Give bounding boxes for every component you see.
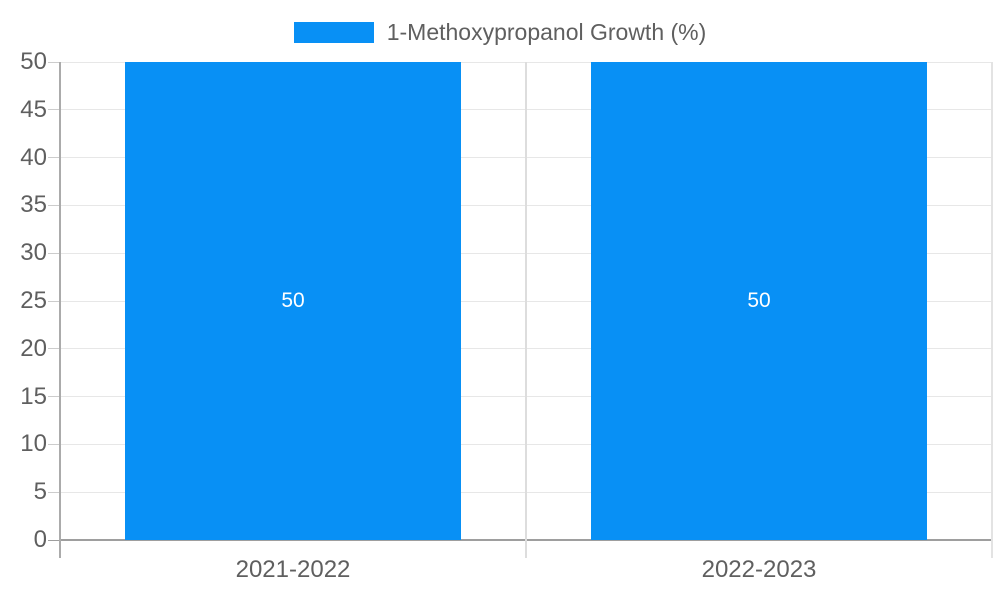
plot-right-border xyxy=(991,62,993,558)
y-tick-label: 15 xyxy=(20,382,47,410)
y-tick-label: 40 xyxy=(20,143,47,171)
y-tick-label: 5 xyxy=(33,478,47,506)
y-tick-mark xyxy=(48,396,60,398)
chart-legend: 1-Methoxypropanol Growth (%) xyxy=(0,21,1000,44)
x-tick-label: 2022-2023 xyxy=(701,556,817,583)
y-tick-mark xyxy=(48,61,60,63)
y-tick-mark xyxy=(48,300,60,302)
bar-value-label: 50 xyxy=(747,289,771,312)
category-divider xyxy=(525,62,527,558)
y-tick-mark xyxy=(48,204,60,206)
y-tick-label: 50 xyxy=(20,48,47,75)
legend-label: 1-Methoxypropanol Growth (%) xyxy=(386,19,707,45)
bar: 50 xyxy=(125,62,461,540)
y-axis-line xyxy=(59,62,61,558)
y-tick-mark xyxy=(48,109,60,111)
x-tick-label: 2021-2022 xyxy=(235,556,351,583)
bar-value-label: 50 xyxy=(281,289,305,312)
legend-color-swatch xyxy=(293,22,374,43)
bar: 50 xyxy=(591,62,927,540)
plot-area: 50 50 xyxy=(48,61,992,541)
y-tick-label: 30 xyxy=(20,239,47,267)
y-tick-label: 45 xyxy=(20,95,47,123)
y-tick-mark xyxy=(48,348,60,350)
y-tick-mark xyxy=(48,539,60,541)
y-tick-mark xyxy=(48,157,60,159)
y-tick-label: 0 xyxy=(33,526,47,553)
y-tick-label: 25 xyxy=(20,287,47,314)
y-tick-label: 20 xyxy=(20,334,47,362)
y-tick-mark xyxy=(48,252,60,254)
y-tick-label: 10 xyxy=(20,430,47,458)
y-tick-mark xyxy=(48,443,60,445)
y-tick-mark xyxy=(48,491,60,493)
y-tick-label: 35 xyxy=(20,191,47,219)
